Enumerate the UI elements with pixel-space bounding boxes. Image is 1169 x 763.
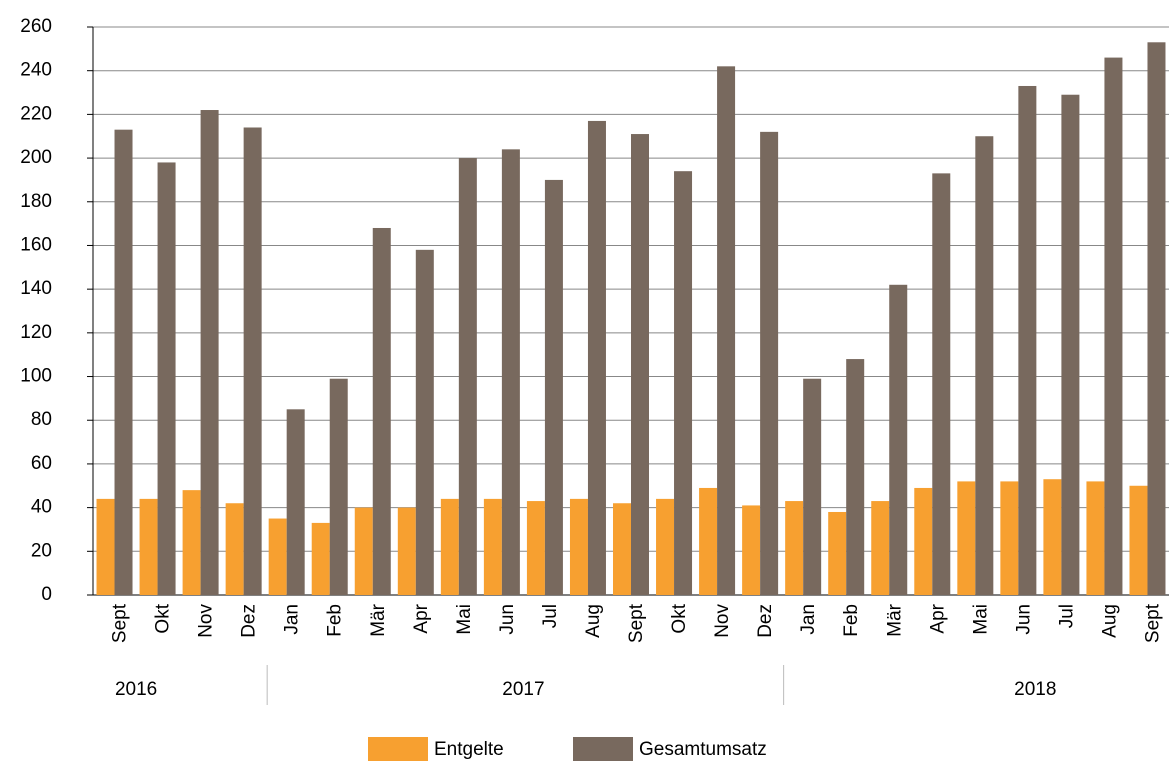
x-tick-label: Sept [110, 603, 131, 643]
bar [760, 131, 779, 595]
bar [114, 129, 133, 595]
bar [96, 498, 115, 595]
x-tick-label: Sept [1142, 603, 1163, 643]
bar [225, 503, 244, 595]
y-tick-label: 200 [20, 147, 52, 168]
y-tick-label: 40 [31, 497, 52, 518]
bar [975, 136, 994, 595]
bar [501, 149, 520, 596]
legend-label: Gesamtumsatz [639, 739, 767, 760]
bar [613, 503, 631, 595]
bar [1147, 42, 1166, 596]
x-tick-label: Aug [1099, 604, 1120, 638]
group-label: 2018 [1014, 679, 1056, 700]
bar [397, 507, 416, 595]
x-tick-label: Jun [1013, 604, 1034, 635]
bar [803, 378, 822, 595]
x-tick-label: Dez [239, 604, 260, 638]
y-tick-label: 120 [20, 322, 52, 343]
y-tick-label: 80 [31, 409, 52, 430]
bar [182, 490, 201, 595]
x-tick-label: Jun [497, 604, 518, 635]
bar [828, 511, 847, 595]
y-tick-label: 0 [41, 584, 52, 605]
bar [372, 227, 391, 595]
bar [139, 498, 158, 595]
group-label: 2017 [502, 679, 544, 700]
bar [243, 127, 262, 595]
bar [1061, 94, 1080, 595]
y-tick-label: 100 [20, 366, 52, 387]
group-label: 2016 [115, 679, 157, 700]
x-tick-label: Okt [669, 603, 690, 633]
x-tick-label: Sept [626, 603, 647, 643]
x-tick-label: Mai [970, 604, 991, 635]
bar [526, 501, 545, 595]
x-tick-label: Nov [196, 604, 217, 638]
y-tick-label: 20 [31, 540, 52, 561]
bar [1129, 485, 1148, 595]
y-tick-label: 260 [20, 16, 52, 37]
y-tick-label: 180 [20, 191, 52, 212]
bar [286, 409, 305, 595]
bar [157, 162, 176, 595]
x-tick-label: Feb [841, 604, 862, 637]
bar [1000, 481, 1019, 595]
x-tick-label: Mär [368, 603, 389, 636]
y-tick-label: 220 [20, 103, 52, 124]
x-tick-label: Apr [927, 603, 948, 633]
y-tick-label: 140 [20, 278, 52, 299]
bar [742, 505, 761, 595]
bar [889, 284, 908, 595]
bar [631, 134, 649, 596]
bar [587, 120, 606, 595]
bar [699, 487, 718, 595]
bar [1104, 57, 1123, 596]
bar [717, 66, 736, 596]
legend-swatch [368, 737, 428, 761]
bar [656, 498, 675, 595]
x-tick-label: Jan [798, 604, 819, 635]
bar [785, 501, 804, 595]
y-tick-label: 240 [20, 60, 52, 81]
x-tick-label: Jul [1056, 604, 1077, 628]
bar [674, 171, 693, 595]
bar [440, 498, 459, 595]
x-tick-label: Jul [540, 604, 561, 628]
bar [1086, 481, 1105, 595]
bar [415, 249, 434, 596]
bar [458, 158, 477, 596]
x-tick-label: Mär [884, 603, 905, 636]
bar [329, 378, 348, 595]
legend-swatch [573, 737, 633, 761]
bar [957, 481, 976, 595]
x-tick-label: Feb [325, 604, 346, 637]
bar [200, 110, 219, 595]
y-tick-label: 60 [31, 453, 52, 474]
bar [1043, 479, 1062, 595]
x-tick-label: Aug [583, 604, 604, 638]
y-tick-label: 160 [20, 234, 52, 255]
x-tick-label: Nov [712, 604, 733, 638]
bar [483, 498, 502, 595]
bar [354, 507, 373, 595]
bar [1018, 85, 1037, 595]
bar [544, 179, 563, 595]
bar [914, 487, 933, 595]
bar [268, 518, 287, 595]
x-tick-label: Dez [755, 604, 776, 638]
bar [569, 498, 588, 595]
bar [871, 501, 890, 595]
x-tick-label: Okt [153, 603, 174, 633]
x-tick-label: Jan [282, 604, 303, 635]
x-tick-label: Apr [411, 603, 432, 633]
bar [846, 359, 865, 595]
legend-label: Entgelte [434, 739, 504, 760]
x-tick-label: Mai [454, 604, 475, 635]
bar [932, 173, 951, 595]
bar [311, 522, 330, 595]
